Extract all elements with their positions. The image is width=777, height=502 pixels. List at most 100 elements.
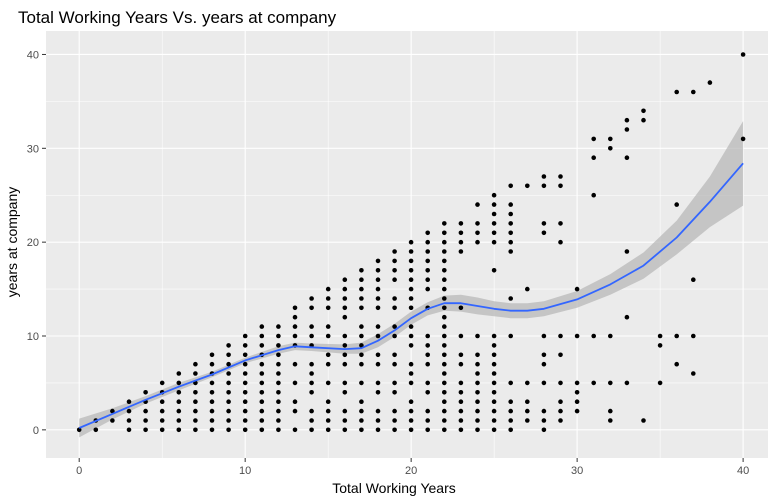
data-point [442, 277, 447, 283]
data-point [375, 258, 381, 264]
data-point [292, 380, 298, 386]
data-points [76, 52, 746, 433]
data-point [591, 155, 596, 160]
data-point [558, 333, 563, 339]
data-point [574, 333, 580, 339]
data-point [425, 427, 431, 433]
data-point [359, 408, 364, 414]
data-point [608, 146, 613, 151]
data-point [93, 427, 99, 433]
data-point [458, 380, 464, 386]
data-point [176, 418, 182, 423]
data-point [309, 296, 314, 301]
data-point [193, 371, 198, 376]
data-point [392, 249, 397, 254]
data-point [276, 418, 281, 423]
data-point [359, 352, 364, 358]
data-point [359, 380, 364, 386]
data-point [624, 127, 630, 132]
chart-title: Total Working Years Vs. years at company [18, 8, 337, 27]
data-point [325, 324, 331, 329]
data-point [342, 343, 348, 348]
data-point [408, 268, 414, 273]
data-point [475, 399, 480, 405]
data-point [342, 408, 348, 414]
data-point [392, 352, 397, 358]
data-point [624, 249, 630, 254]
data-point [259, 371, 265, 376]
data-point [292, 305, 298, 311]
data-point [558, 174, 563, 179]
data-point [475, 427, 480, 433]
data-point [508, 239, 513, 245]
data-point [491, 361, 497, 367]
data-point [176, 390, 182, 395]
data-point [458, 239, 464, 245]
data-point [143, 427, 148, 433]
data-point [342, 427, 348, 433]
data-point [574, 380, 580, 386]
data-point [674, 202, 679, 207]
data-point [325, 408, 331, 414]
data-point [442, 380, 447, 386]
data-point [342, 314, 348, 320]
data-point [242, 399, 248, 405]
data-point [242, 371, 248, 376]
data-point [475, 408, 480, 414]
data-point [591, 136, 596, 142]
data-point [408, 380, 414, 386]
data-point [525, 418, 530, 423]
data-point [408, 361, 414, 367]
data-point [408, 324, 414, 329]
data-point [292, 427, 298, 433]
data-point [276, 343, 281, 348]
data-point [508, 249, 513, 254]
data-point [375, 296, 381, 301]
data-point [491, 333, 497, 339]
data-point [641, 108, 646, 114]
data-point [442, 333, 447, 339]
x-tick-label: 10 [239, 465, 251, 477]
data-point [276, 324, 281, 329]
data-point [375, 352, 381, 358]
data-point [442, 221, 447, 226]
data-point [641, 117, 646, 123]
data-point [674, 361, 679, 367]
data-point [408, 296, 414, 301]
data-point [309, 371, 314, 376]
data-point [491, 399, 497, 405]
data-point [458, 352, 464, 358]
data-point [574, 399, 580, 405]
data-point [226, 380, 231, 386]
data-point [325, 361, 331, 367]
data-point [259, 399, 265, 405]
data-point [226, 427, 231, 433]
data-point [126, 427, 132, 433]
data-point [641, 418, 646, 423]
data-point [309, 324, 314, 329]
data-point [591, 333, 596, 339]
data-point [309, 408, 314, 414]
data-point [359, 399, 364, 405]
data-point [375, 324, 381, 329]
data-point [458, 427, 464, 433]
data-point [508, 333, 513, 339]
data-point [143, 408, 148, 414]
data-point [408, 305, 414, 311]
data-point [292, 324, 298, 329]
data-point [442, 286, 447, 292]
data-point [143, 418, 148, 423]
data-point [574, 408, 580, 414]
data-point [624, 155, 630, 160]
data-point [259, 418, 265, 423]
data-point [342, 277, 348, 283]
data-point [442, 249, 447, 254]
data-point [425, 230, 431, 236]
data-point [126, 418, 132, 423]
data-point [110, 408, 115, 414]
data-point [525, 286, 530, 292]
data-point [691, 333, 696, 339]
data-point [541, 361, 547, 367]
data-point [508, 221, 513, 226]
data-point [442, 343, 447, 348]
